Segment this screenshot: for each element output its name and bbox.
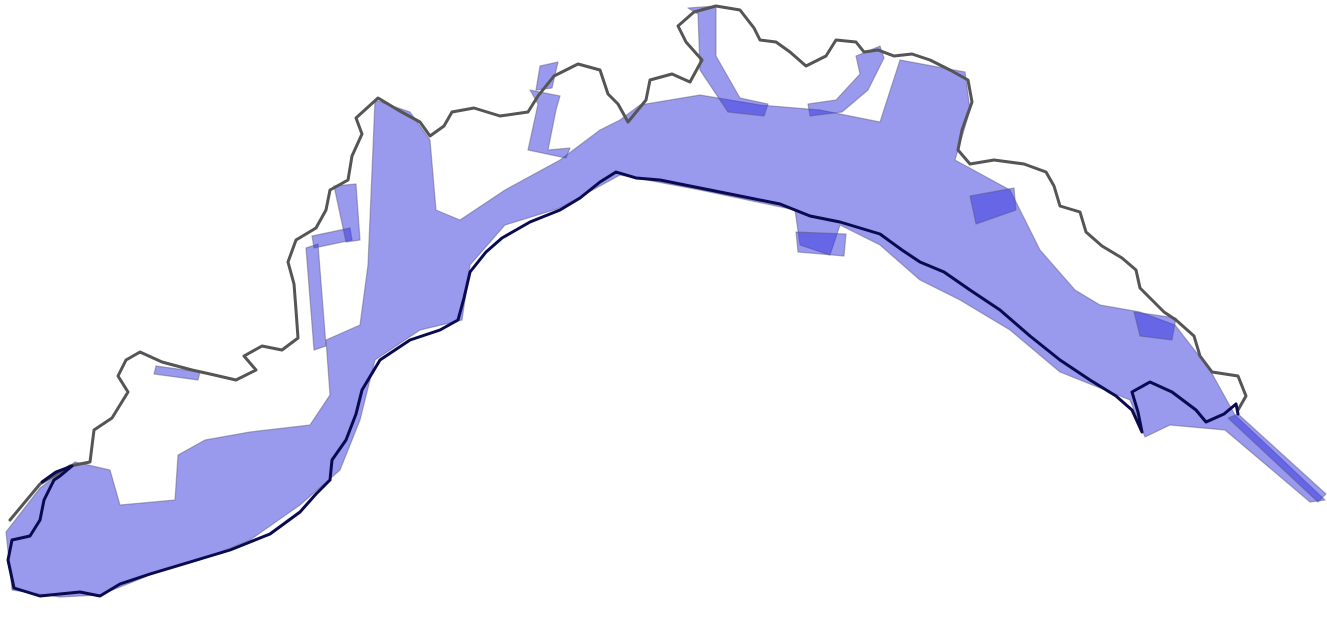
coverage-strip-east-1 (969, 187, 1017, 225)
coverage-strip-bay (795, 231, 847, 257)
coverage-strip-east-2 (1133, 311, 1177, 341)
coverage-strip-inland-1 (305, 243, 327, 351)
coverage-strip-tail (1227, 413, 1327, 503)
coverage-strip-north-2 (535, 61, 559, 91)
coverage-strip-inland-3 (333, 183, 361, 243)
coverage-strip-north-3 (687, 5, 769, 117)
coverage-strip-inland-4 (153, 365, 201, 381)
coverage-strip-north-4 (807, 45, 885, 117)
coverage-main-body (5, 59, 1326, 598)
coverage-strip-north-1 (527, 89, 571, 159)
region-boundary (8, 4, 1248, 522)
coastline (6, 170, 1240, 598)
